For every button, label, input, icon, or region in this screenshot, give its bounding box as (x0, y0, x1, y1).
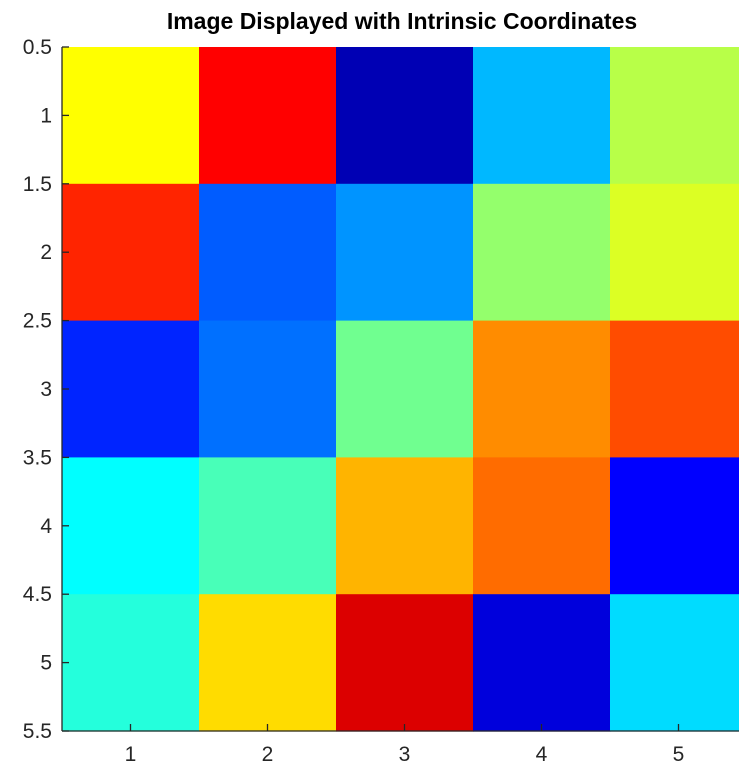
heatmap-cells (62, 47, 739, 732)
axes: 0.5 1 1.5 2 2.5 3 3.5 4 4.5 5 5.5 1 2 3 4 5 (23, 36, 739, 766)
x-tick-label: 1 (125, 743, 137, 766)
heatmap-cell-r5-c5 (610, 594, 739, 732)
y-tick-label: 4 (40, 515, 52, 538)
heatmap-cell-r5-c4 (473, 594, 611, 732)
y-tick-label: 1 (40, 104, 52, 127)
heatmap-cell-r2-c5 (610, 183, 739, 322)
x-tick-label: 3 (399, 743, 411, 766)
heatmap-cell-r3-c1 (62, 320, 200, 458)
heatmap-cell-r3-c5 (610, 320, 739, 458)
y-tick-label: 3.5 (23, 446, 52, 469)
y-tick-label: 1.5 (23, 173, 52, 196)
heatmap-cell-r4-c3 (336, 457, 474, 595)
x-tick-label: 5 (673, 743, 685, 766)
heatmap-cell-r4-c4 (473, 457, 611, 595)
heatmap-cell-r1-c4 (473, 47, 611, 185)
heatmap-cell-r3-c3 (336, 320, 474, 458)
y-tick-label: 2.5 (23, 310, 52, 333)
heatmap-cell-r2-c1 (62, 183, 200, 322)
heatmap-cell-r3-c2 (199, 320, 337, 458)
x-tick-label: 2 (262, 743, 274, 766)
heatmap-cell-r2-c3 (336, 183, 474, 322)
y-tick-label: 2 (40, 241, 52, 264)
heatmap-cell-r3-c4 (473, 320, 611, 458)
x-tick-label: 4 (536, 743, 548, 766)
heatmap-cell-r4-c2 (199, 457, 337, 595)
heatmap-cell-r5-c2 (199, 594, 337, 732)
heatmap-cell-r5-c3 (336, 594, 474, 732)
heatmap-cell-r1-c2 (199, 47, 337, 185)
heatmap-cell-r1-c1 (62, 47, 200, 185)
y-tick-label: 3 (40, 378, 52, 401)
heatmap-cell-r5-c1 (62, 594, 200, 732)
heatmap-cell-r4-c1 (62, 457, 200, 595)
heatmap-cell-r1-c5 (610, 47, 739, 185)
heatmap-cell-r2-c4 (473, 183, 611, 322)
heatmap-cell-r1-c3 (336, 47, 474, 185)
heatmap-cell-r2-c2 (199, 183, 337, 322)
y-tick-label: 4.5 (23, 583, 52, 606)
y-tick-label: 0.5 (23, 36, 52, 59)
y-tick-label: 5 (40, 652, 52, 675)
y-tick-label: 5.5 (23, 720, 52, 743)
heatmap-cell-r4-c5 (610, 457, 739, 595)
chart-title: Image Displayed with Intrinsic Coordinat… (167, 8, 637, 34)
